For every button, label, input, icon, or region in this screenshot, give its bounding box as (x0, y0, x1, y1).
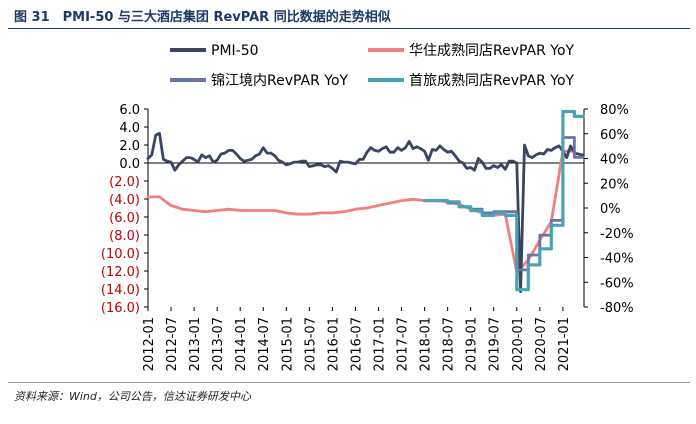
right-tick-label: 0% (600, 202, 621, 217)
left-tick-label: (4.0) (109, 193, 140, 208)
x-tick-label: 2018-07 (442, 317, 457, 371)
left-tick-label: (10.0) (101, 247, 140, 262)
left-tick-label: 6.0 (119, 103, 140, 118)
x-tick-label: 2015-01 (280, 317, 295, 371)
left-axis-ticks: 6.0 4.0 2.0 0.0 (2.0) (4.0) (6.0) (8.0) (10.0) (1… (101, 103, 148, 316)
left-tick-label: (12.0) (101, 265, 140, 280)
x-tick-label: 2018-01 (419, 317, 434, 371)
legend-label-huazhu: 华住成熟同店RevPAR YoY (409, 43, 575, 59)
right-tick-label: 60% (600, 128, 629, 143)
left-tick-label: 2.0 (119, 139, 140, 154)
legend-label-shoulv: 首旅成熟同店RevPAR YoY (409, 73, 575, 89)
x-tick-label: 2013-01 (188, 317, 203, 371)
left-tick-label: 4.0 (119, 121, 140, 136)
right-axis-ticks: 80% 60% 40% 20% 0% -20% -40% -60% -80% (584, 103, 634, 316)
x-tick-label: 2014-07 (257, 317, 272, 371)
bottom-rule (8, 382, 690, 383)
x-tick-label: 2019-07 (488, 317, 503, 371)
right-tick-label: 20% (600, 177, 629, 192)
series-layer (146, 109, 585, 294)
x-tick-label: 2014-01 (234, 317, 249, 371)
legend-item-pmi: PMI-50 (170, 43, 259, 59)
line-chart: PMI-50 华住成熟同店RevPAR YoY 锦江境内RevPAR YoY 首… (101, 43, 634, 371)
figure-title: 图 31 PMI-50 与三大酒店集团 RevPAR 同比数据的走势相似 (14, 10, 391, 25)
series-jinjiang-line (423, 136, 585, 272)
x-tick-label: 2020-07 (534, 317, 549, 371)
right-tick-label: -60% (600, 276, 634, 291)
right-tick-label: -80% (600, 301, 634, 316)
right-tick-label: 40% (600, 153, 629, 168)
series-shoulv-line (423, 109, 585, 292)
legend-label-jinjiang: 锦江境内RevPAR YoY (211, 72, 349, 89)
right-tick-label: -40% (600, 252, 634, 267)
legend-item-huazhu: 华住成熟同店RevPAR YoY (368, 43, 575, 59)
x-tick-label: 2012-07 (165, 317, 180, 371)
x-tick-label: 2015-07 (303, 317, 318, 371)
x-tick-label: 2019-01 (465, 317, 480, 371)
left-tick-label: 0.0 (119, 157, 140, 172)
x-tick-label: 2016-07 (349, 317, 364, 371)
legend-item-jinjiang: 锦江境内RevPAR YoY (170, 72, 349, 89)
series-pmi-line (146, 131, 584, 294)
right-tick-label: 80% (600, 103, 629, 118)
x-tick-label: 2017-01 (372, 317, 387, 371)
x-tick-label: 2013-07 (211, 317, 226, 371)
left-tick-label: (16.0) (101, 301, 140, 316)
legend-item-shoulv: 首旅成熟同店RevPAR YoY (368, 73, 575, 89)
source-note: 资料来源：Wind，公司公告，信达证券研发中心 (14, 390, 251, 403)
x-tick-label: 2020-01 (511, 317, 526, 371)
left-tick-label: (14.0) (101, 283, 140, 298)
x-tick-label: 2021-01 (557, 317, 572, 371)
legend: PMI-50 华住成熟同店RevPAR YoY 锦江境内RevPAR YoY 首… (170, 43, 575, 89)
title-rule (8, 28, 690, 29)
legend-label-pmi: PMI-50 (211, 43, 259, 59)
x-tick-label: 2012-01 (142, 317, 157, 371)
left-tick-label: (2.0) (109, 175, 140, 190)
left-tick-label: (6.0) (109, 211, 140, 226)
left-tick-label: (8.0) (109, 229, 140, 244)
right-tick-label: -20% (600, 227, 634, 242)
x-axis-ticks: 2012-01 2012-07 2013-01 2013-07 2014-01 2014-… (142, 307, 572, 371)
x-tick-label: 2016-01 (326, 317, 341, 371)
x-tick-label: 2017-07 (396, 317, 411, 371)
